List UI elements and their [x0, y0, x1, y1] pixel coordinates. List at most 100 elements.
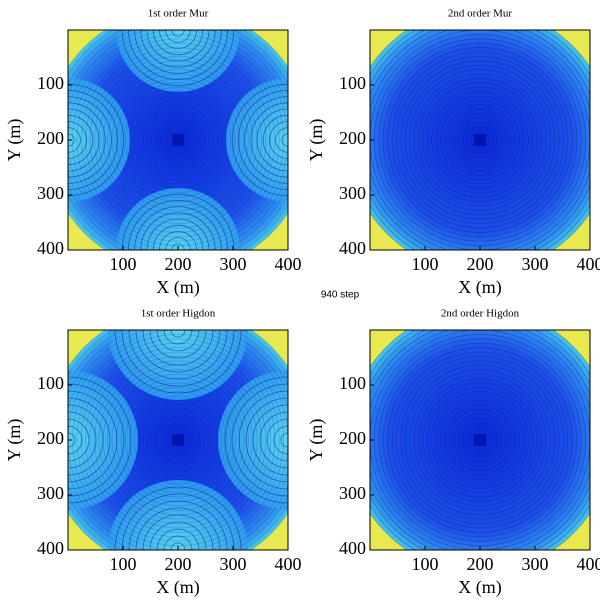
x-tick-label: 300	[522, 554, 549, 574]
y-tick-label: 400	[339, 238, 366, 258]
y-tick-label: 400	[37, 238, 64, 258]
panel: 1st order Mur 100 200 300 400 100 200 300 400 X (…	[4, 8, 301, 299]
wave-ring	[426, 386, 534, 494]
lobe-ring	[159, 30, 197, 49]
lobe-ring	[171, 30, 185, 37]
lobe-ring	[134, 206, 222, 250]
panel-title: 1st order Higdon	[141, 308, 216, 320]
source	[474, 134, 486, 146]
wave-ring	[391, 51, 569, 229]
y-tick-label: 300	[37, 183, 64, 203]
wave-ring	[470, 130, 490, 150]
panel-title: 2nd order Mur	[448, 8, 512, 20]
wave-ring	[413, 73, 547, 207]
wave-ring	[107, 69, 249, 211]
source	[474, 434, 486, 446]
x-axis-label: X (m)	[458, 577, 502, 598]
panel: 1st order Higdon 100 200 300 400 100 200 300 400…	[4, 308, 301, 599]
wave-ring	[462, 122, 498, 158]
lobe-ring	[68, 102, 106, 178]
lobe-ring	[156, 330, 200, 352]
wave-ring	[444, 404, 516, 476]
wave-ring	[418, 78, 542, 202]
wave-ring	[374, 34, 586, 246]
panel: 2nd order Mur 100 200 300 400 100 200 300 400 X (…	[306, 8, 600, 299]
wave-ring	[466, 126, 494, 154]
wave-ring	[120, 82, 236, 198]
lobe-ring	[256, 108, 288, 172]
wave-ring	[129, 91, 227, 189]
y-axis-label: Y (m)	[306, 419, 327, 462]
lobe-ring	[128, 330, 228, 380]
wave-ring	[76, 338, 280, 542]
y-tick-label: 100	[339, 73, 366, 93]
y-tick-label: 100	[37, 73, 64, 93]
y-tick-label: 200	[339, 428, 366, 448]
wave-ring	[453, 113, 507, 167]
wave-ring	[133, 95, 223, 185]
wave-ring	[387, 47, 573, 233]
wave-ring	[155, 417, 201, 463]
y-tick-label: 100	[37, 373, 64, 393]
lobe-ring	[114, 330, 242, 394]
lobe-ring	[68, 96, 112, 184]
wave-ring	[138, 100, 218, 180]
wave-ring	[151, 113, 205, 167]
x-tick-label: 200	[165, 254, 192, 274]
lobe-ring	[266, 418, 288, 462]
field	[370, 330, 590, 550]
source	[172, 434, 184, 446]
lobe-ring	[170, 330, 186, 338]
wave-ring	[466, 426, 494, 454]
y-axis-label: Y (m)	[4, 119, 25, 162]
lobe-ring	[68, 390, 118, 490]
lobe-ring	[68, 404, 104, 476]
wave-ring	[120, 382, 236, 498]
lobe-ring	[121, 30, 235, 87]
wave-ring	[444, 104, 516, 176]
lobe-ring	[231, 383, 288, 497]
wave-ring	[138, 400, 218, 480]
lobe-ring	[68, 383, 125, 497]
wave-ring	[448, 408, 512, 472]
y-axis-label: Y (m)	[4, 419, 25, 462]
wave-ring	[155, 117, 201, 163]
lobe-ring	[165, 237, 191, 250]
wave-ring	[124, 386, 232, 494]
wave-ring	[168, 430, 188, 450]
lobe-ring	[68, 376, 132, 504]
lobe-ring	[121, 493, 235, 550]
wave-ring	[146, 408, 210, 472]
lobe-ring	[68, 411, 97, 469]
lobe-ring	[275, 127, 288, 153]
y-tick-label: 300	[37, 483, 64, 503]
wave-ring	[453, 413, 507, 467]
wave-ring	[418, 378, 542, 502]
lobe-ring	[273, 425, 288, 455]
lobe-ring	[135, 330, 221, 373]
x-tick-label: 300	[522, 254, 549, 274]
wave-ring	[76, 38, 280, 242]
lobe-ring	[245, 397, 288, 483]
x-tick-label: 300	[220, 254, 247, 274]
lobe-ring	[250, 102, 288, 178]
lobe-ring	[68, 432, 76, 448]
wave-ring	[440, 100, 520, 180]
wave-ring	[396, 56, 564, 224]
lobe-ring	[244, 96, 288, 184]
lobe-ring	[142, 514, 214, 550]
wave-ring	[431, 91, 529, 189]
x-tick-label: 100	[412, 254, 439, 274]
wave-ring	[431, 391, 529, 489]
y-axis-label: Y (m)	[306, 119, 327, 162]
wave-ring	[142, 104, 214, 176]
wave-ring	[80, 42, 276, 238]
wave-ring	[457, 417, 503, 463]
lobe-ring	[68, 108, 100, 172]
x-axis-label: X (m)	[458, 277, 502, 298]
wave-ring	[409, 69, 551, 211]
lobe-ring	[252, 404, 288, 476]
lobe-ring	[170, 542, 186, 550]
wave-ring	[435, 95, 525, 185]
